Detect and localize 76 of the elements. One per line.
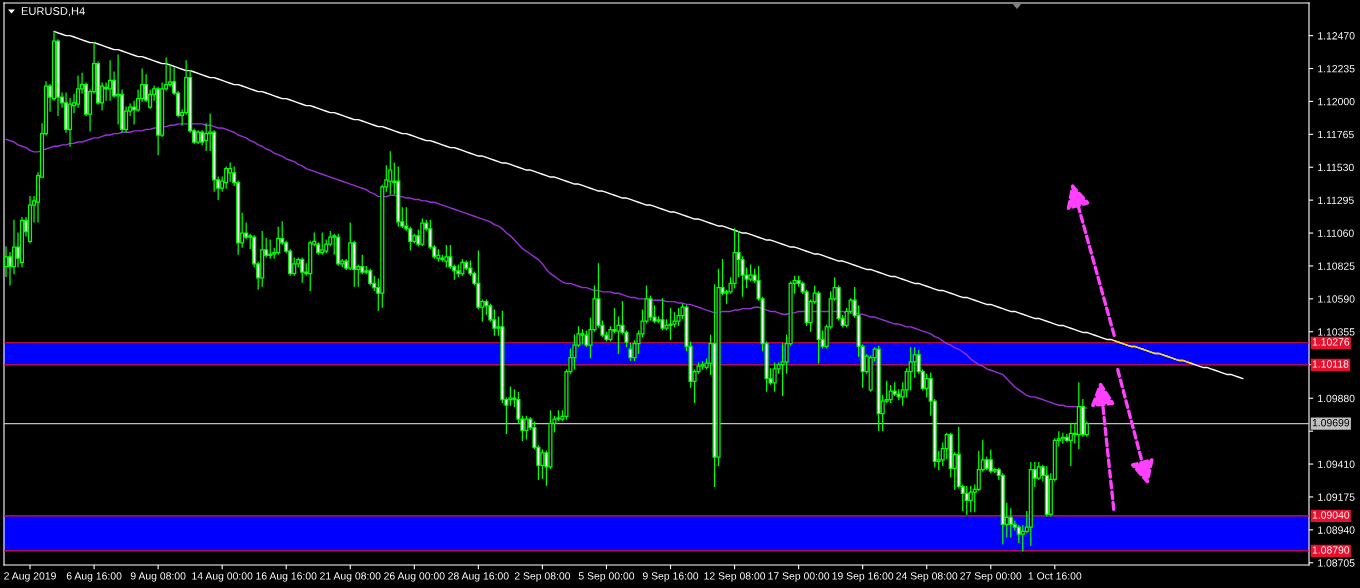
candlestick: [1076, 382, 1081, 450]
y-tick-label: 1.11295: [1318, 196, 1354, 205]
candlestick: [444, 245, 449, 268]
candlestick: [1068, 422, 1073, 467]
candlestick: [876, 345, 881, 432]
x-tick-label: 2 Aug 2019: [4, 572, 56, 582]
x-tick-label: 2 Sep 08:00: [514, 572, 571, 582]
candlestick: [196, 130, 201, 145]
candlestick: [524, 415, 529, 440]
line-series: [1114, 340, 1192, 364]
x-tick-label: 19 Sep 16:00: [832, 572, 894, 582]
candlestick: [420, 218, 425, 247]
y-tick-label: 1.10825: [1318, 262, 1355, 270]
candlestick: [336, 233, 341, 266]
x-tick-label: 14 Aug 00:00: [192, 572, 253, 582]
candlestick: [224, 166, 229, 189]
y-tick-label: 1.08940: [1318, 526, 1355, 534]
candlestick: [580, 329, 585, 345]
x-tick-label: 1 Oct 16:00: [1028, 572, 1082, 580]
y-tick-label: 1.08705: [1318, 559, 1355, 567]
candlestick: [320, 232, 325, 255]
x-tick-label: 6 Aug 16:00: [66, 572, 122, 582]
ref-line-label: 1.09699: [1312, 419, 1350, 427]
y-tick-label: 1.10355: [1318, 328, 1355, 336]
x-tick-label: 12 Sep 08:00: [704, 572, 766, 582]
y-tick-label: 1.12235: [1318, 65, 1355, 73]
candlestick: [108, 60, 113, 101]
ref-line-label: 1.10276: [1312, 338, 1350, 346]
line-series: [5, 123, 1088, 409]
candlestick: [968, 485, 973, 513]
candlestick: [888, 385, 893, 404]
candlestick: [156, 86, 161, 156]
candlestick: [19, 217, 25, 268]
candlestick: [988, 449, 993, 474]
x-tick-label: 9 Sep 16:00: [642, 572, 699, 582]
candlestick: [772, 362, 777, 392]
candlestick: [300, 257, 305, 283]
candlestick: [1044, 466, 1049, 517]
x-tick-label: 9 Aug 08:00: [130, 572, 186, 582]
ref-line-label: 1.09040: [1312, 511, 1350, 519]
y-tick-label: 1.11530: [1318, 163, 1354, 172]
x-tick-label: 16 Aug 16:00: [256, 572, 317, 582]
candlestick: [388, 151, 393, 195]
candlestick: [660, 298, 665, 331]
candlestick: [676, 308, 681, 327]
candlestick: [1060, 432, 1065, 444]
x-tick-label: 24 Sep 08:00: [896, 572, 958, 582]
candlestick: [964, 485, 969, 516]
y-tick-label: 1.09410: [1318, 460, 1355, 468]
candlestick: [700, 361, 705, 370]
chart-title: EURUSD,H4: [21, 7, 85, 17]
candlestick: [1028, 462, 1033, 546]
x-tick-label: 17 Sep 00:00: [768, 572, 830, 582]
y-tick-label: 1.09880: [1318, 394, 1355, 403]
ref-line-label: 1.10118: [1312, 360, 1349, 368]
y-tick-label: 1.09175: [1318, 493, 1355, 501]
x-tick-label: 27 Sep 00:00: [960, 572, 1022, 582]
candlestick: [436, 249, 441, 262]
y-tick-label: 1.12470: [1318, 32, 1355, 40]
candlestick: [27, 196, 33, 244]
ref-line-label: 1.08790: [1312, 546, 1350, 554]
candlestick: [396, 166, 401, 227]
x-tick-label: 26 Aug 00:00: [384, 572, 445, 582]
y-tick-label: 1.12000: [1318, 97, 1355, 106]
candlestick: [268, 239, 273, 259]
candlestick: [260, 231, 265, 287]
candlestick: [460, 259, 465, 276]
x-tick-label: 5 Sep 00:00: [578, 572, 635, 582]
candlestick: [628, 343, 633, 362]
x-tick-label: 28 Aug 16:00: [448, 572, 509, 582]
line-series: [53, 30, 1244, 380]
y-tick-label: 1.10590: [1318, 295, 1355, 303]
y-tick-label: 1.11765: [1318, 130, 1354, 139]
y-tick-label: 1.11060: [1318, 229, 1354, 237]
candlestick: [668, 308, 673, 341]
x-tick-label: 21 Aug 08:00: [320, 572, 381, 582]
